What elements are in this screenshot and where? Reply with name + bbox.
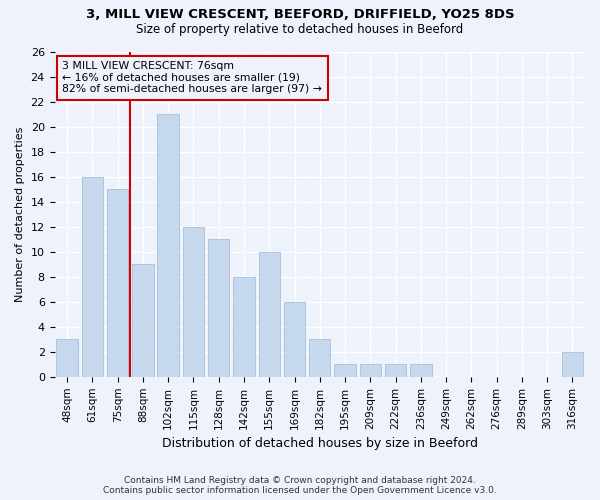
Bar bbox=[132, 264, 154, 377]
Bar bbox=[157, 114, 179, 377]
Text: 3, MILL VIEW CRESCENT, BEEFORD, DRIFFIELD, YO25 8DS: 3, MILL VIEW CRESCENT, BEEFORD, DRIFFIEL… bbox=[86, 8, 514, 20]
X-axis label: Distribution of detached houses by size in Beeford: Distribution of detached houses by size … bbox=[162, 437, 478, 450]
Text: Contains HM Land Registry data © Crown copyright and database right 2024.
Contai: Contains HM Land Registry data © Crown c… bbox=[103, 476, 497, 495]
Bar bbox=[410, 364, 431, 377]
Bar bbox=[385, 364, 406, 377]
Bar bbox=[183, 226, 204, 377]
Bar bbox=[562, 352, 583, 377]
Bar bbox=[82, 176, 103, 377]
Bar bbox=[309, 340, 331, 377]
Text: Size of property relative to detached houses in Beeford: Size of property relative to detached ho… bbox=[136, 22, 464, 36]
Bar bbox=[284, 302, 305, 377]
Y-axis label: Number of detached properties: Number of detached properties bbox=[15, 126, 25, 302]
Bar bbox=[56, 340, 78, 377]
Text: 3 MILL VIEW CRESCENT: 76sqm
← 16% of detached houses are smaller (19)
82% of sem: 3 MILL VIEW CRESCENT: 76sqm ← 16% of det… bbox=[62, 62, 322, 94]
Bar bbox=[259, 252, 280, 377]
Bar bbox=[107, 189, 128, 377]
Bar bbox=[334, 364, 356, 377]
Bar bbox=[359, 364, 381, 377]
Bar bbox=[233, 276, 255, 377]
Bar bbox=[208, 239, 229, 377]
